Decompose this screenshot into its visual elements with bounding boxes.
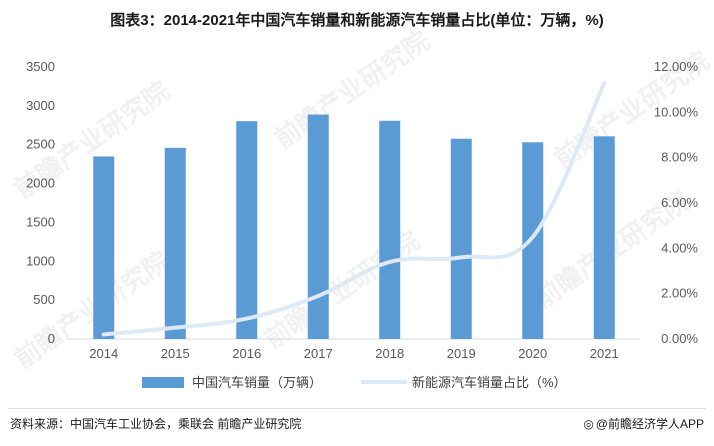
x-tick-label: 2018	[375, 346, 404, 361]
line-point	[602, 81, 606, 85]
x-tick-label: 2015	[161, 346, 190, 361]
line-point	[102, 332, 106, 336]
bar	[593, 136, 615, 339]
y-left-tick-label: 500	[33, 292, 55, 307]
line-point	[531, 235, 535, 239]
line-point	[459, 255, 463, 259]
y-right-tick-label: 0.00%	[661, 331, 698, 346]
y-left-tick-label: 2500	[26, 137, 55, 152]
x-tick-label: 2019	[447, 346, 476, 361]
x-tick-label: 2017	[304, 346, 333, 361]
bar	[164, 147, 186, 339]
y-right-tick-label: 12.00%	[654, 59, 699, 74]
y-left-tick-label: 1500	[26, 214, 55, 229]
legend-line-label: 新能源汽车销量占比（%）	[412, 375, 567, 390]
weibo-icon: ◎	[583, 417, 594, 431]
line-point	[316, 294, 320, 298]
line-point	[388, 260, 392, 264]
line-point	[245, 317, 249, 321]
x-tick-label: 2021	[590, 346, 619, 361]
series-line	[101, 80, 607, 337]
y-right-tick-label: 8.00%	[661, 150, 698, 165]
y-right-tick-label: 4.00%	[661, 240, 698, 255]
y-left-tick-label: 0	[48, 331, 55, 346]
y-right-tick-label: 6.00%	[661, 195, 698, 210]
brand-label: ◎ @前瞻经济学人APP	[583, 415, 704, 432]
y-left-tick-label: 3000	[26, 98, 55, 113]
y-left-tick-label: 3500	[26, 59, 55, 74]
footer-divider	[8, 408, 706, 409]
y-right-tick-label: 10.00%	[654, 104, 699, 119]
legend-bar-swatch	[142, 377, 184, 388]
source-note: 资料来源：中国汽车工业协会，乘联会 前瞻产业研究院	[10, 417, 302, 431]
x-tick-label: 2014	[89, 346, 118, 361]
bar	[379, 120, 401, 339]
x-tick-label: 2016	[232, 346, 261, 361]
y-right-tick-label: 2.00%	[661, 286, 698, 301]
legend-bar-label: 中国汽车销量（万辆）	[192, 375, 322, 390]
bar	[236, 121, 258, 339]
bar	[307, 114, 329, 339]
y-left-tick-label: 2000	[26, 176, 55, 191]
y-left-tick-label: 1000	[26, 253, 55, 268]
bar	[93, 156, 115, 339]
bar	[450, 138, 472, 339]
chart-title: 图表3：2014-2021年中国汽车销量和新能源汽车销量占比(单位：万辆，%)	[110, 12, 604, 29]
x-tick-label: 2020	[518, 346, 547, 361]
bar	[522, 142, 544, 339]
line-point	[173, 326, 177, 330]
brand-text: @前瞻经济学人APP	[595, 417, 704, 431]
